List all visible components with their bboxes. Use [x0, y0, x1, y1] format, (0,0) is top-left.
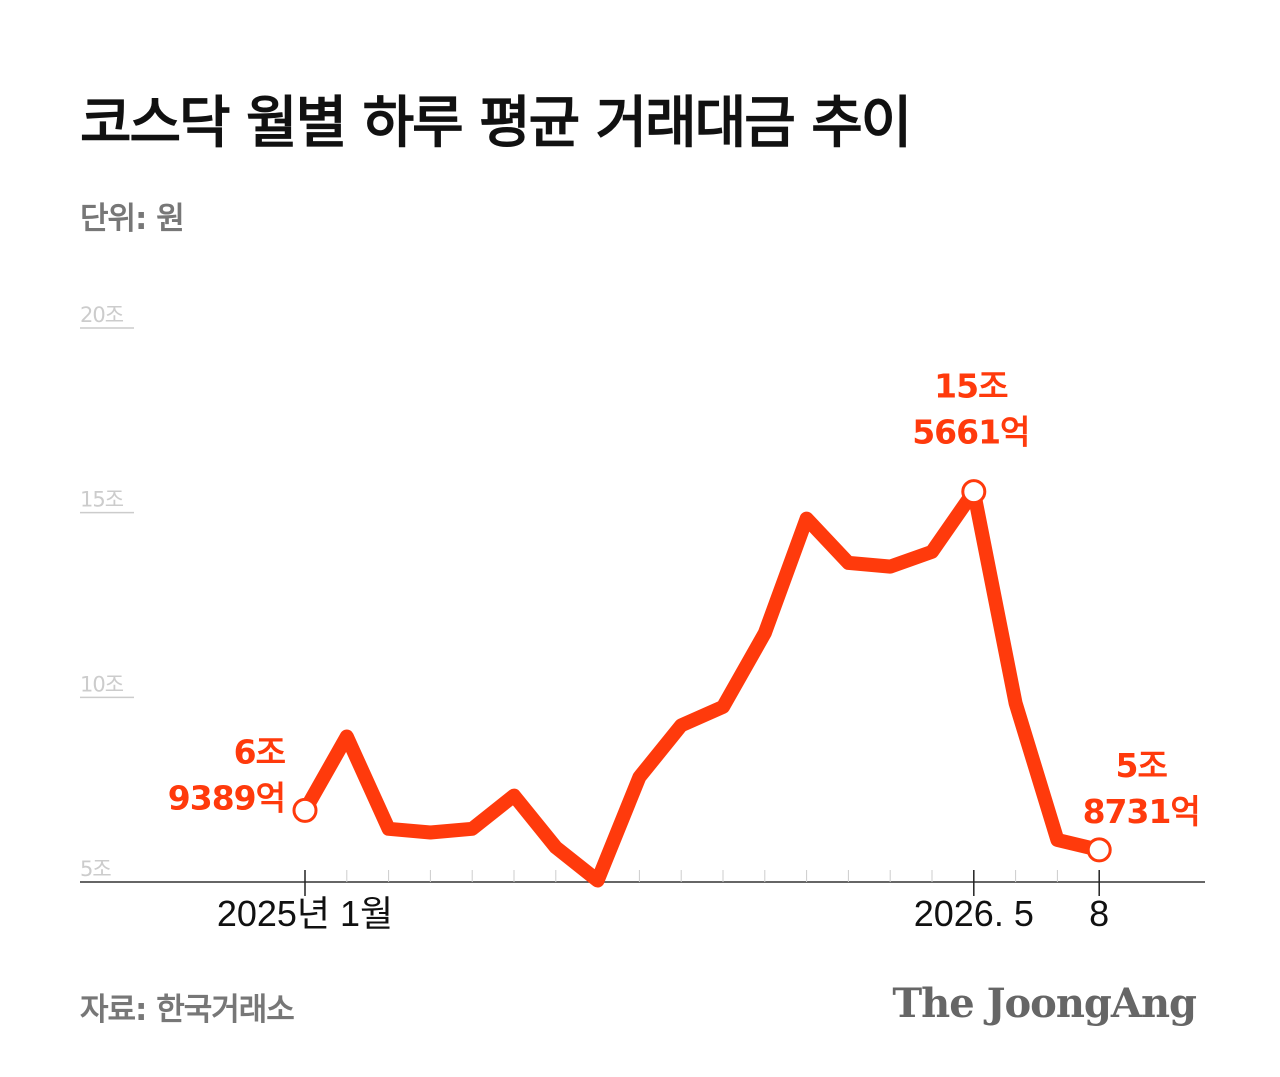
data-label: 5조: [1116, 746, 1168, 785]
data-point: [597, 880, 599, 882]
data-point: [889, 566, 891, 568]
publisher-logo: The JoongAng: [892, 980, 1197, 1027]
data-point: [388, 828, 390, 830]
y-tick-label: 5조: [80, 857, 111, 881]
data-labels: 6조 9389억 15조 5661억 5조 8731억: [168, 367, 1201, 831]
highlight-point-marker: [961, 479, 987, 505]
x-axis: 2025년 1월 2026. 5 8: [80, 870, 1205, 934]
data-point: [1056, 839, 1058, 841]
x-tick-label: 2026. 5: [914, 893, 1034, 934]
data-point: [555, 846, 557, 848]
data-point: [847, 562, 849, 564]
data-point: [513, 795, 515, 797]
data-point: [1015, 702, 1017, 704]
data-label: 5661억: [912, 413, 1029, 452]
y-tick-label: 20조: [80, 303, 124, 327]
data-point: [680, 724, 682, 726]
data-point: [764, 632, 766, 634]
y-tick-label: 10조: [80, 672, 124, 696]
data-point: [471, 828, 473, 830]
series-line: [298, 484, 1107, 888]
data-point: [346, 735, 348, 737]
data-point: [931, 551, 933, 553]
y-tick-label: 15조: [80, 488, 124, 512]
x-tick-label: 2025년 1월: [217, 893, 393, 934]
highlight-point-marker: [1086, 837, 1112, 863]
y-axis: 20조 15조 10조 5조: [80, 303, 134, 881]
data-label: 6조: [234, 732, 286, 771]
data-point: [806, 518, 808, 520]
source-label: 자료: 한국거래소: [80, 992, 295, 1028]
data-point: [429, 832, 431, 834]
data-label: 15조: [934, 367, 1008, 406]
data-point: [638, 776, 640, 778]
highlight-point-marker: [292, 797, 318, 823]
chart-title: 코스닥 월별 하루 평균 거래대금 추이: [80, 91, 912, 156]
data-point: [722, 706, 724, 708]
unit-label: 단위: 원: [80, 201, 185, 237]
x-tick-label: 8: [1089, 893, 1109, 934]
data-label: 9389억: [168, 778, 285, 817]
data-label: 8731억: [1083, 792, 1200, 831]
data-series: [292, 479, 1112, 888]
